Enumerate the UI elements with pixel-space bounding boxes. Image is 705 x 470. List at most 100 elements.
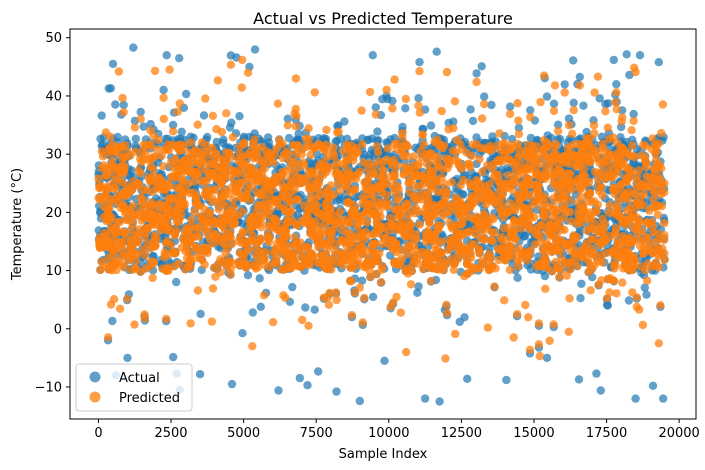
scatter-point bbox=[612, 203, 621, 212]
scatter-point bbox=[131, 134, 140, 144]
scatter-point bbox=[359, 158, 368, 167]
scatter-point bbox=[288, 282, 297, 292]
scatter-point bbox=[548, 205, 558, 215]
scatter-point bbox=[112, 217, 122, 227]
scatter-point bbox=[138, 195, 147, 204]
scatter-point bbox=[218, 138, 228, 148]
scatter-point bbox=[358, 236, 367, 245]
scatter-point bbox=[205, 209, 214, 218]
scatter-point bbox=[586, 286, 595, 295]
scatter-point bbox=[248, 212, 257, 222]
scatter-point bbox=[499, 139, 508, 148]
scatter-point bbox=[333, 128, 342, 137]
scatter-point bbox=[259, 291, 269, 300]
scatter-point bbox=[144, 173, 153, 182]
scatter-point bbox=[202, 141, 211, 150]
scatter-point bbox=[340, 117, 349, 126]
scatter-point bbox=[216, 268, 225, 277]
scatter-point bbox=[235, 248, 245, 258]
scatter-point bbox=[335, 248, 345, 258]
scatter-point bbox=[487, 100, 496, 110]
scatter-point bbox=[386, 302, 395, 311]
scatter-point bbox=[429, 200, 438, 210]
scatter-point bbox=[540, 174, 550, 183]
scatter-point bbox=[310, 305, 319, 314]
scatter-point bbox=[415, 57, 424, 67]
scatter-point bbox=[95, 195, 105, 205]
scatter-point bbox=[110, 260, 120, 270]
scatter-point bbox=[149, 165, 158, 174]
scatter-point bbox=[480, 235, 489, 244]
scatter-point bbox=[599, 235, 608, 245]
scatter-point bbox=[653, 210, 663, 219]
scatter-point bbox=[441, 260, 451, 269]
scatter-point bbox=[463, 374, 472, 383]
scatter-point bbox=[297, 262, 306, 272]
scatter-point bbox=[268, 259, 277, 268]
scatter-point bbox=[434, 153, 443, 162]
scatter-point bbox=[298, 144, 307, 154]
scatter-point bbox=[472, 184, 481, 194]
scatter-point bbox=[560, 88, 569, 97]
scatter-point bbox=[186, 138, 195, 147]
scatter-point bbox=[331, 288, 341, 297]
scatter-point bbox=[273, 99, 283, 108]
scatter-point bbox=[159, 114, 168, 124]
scatter-point bbox=[304, 124, 313, 133]
scatter-point bbox=[415, 67, 424, 76]
scatter-point bbox=[226, 60, 236, 69]
scatter-point bbox=[590, 197, 599, 206]
scatter-point bbox=[278, 167, 287, 177]
scatter-point bbox=[329, 190, 338, 199]
scatter-point bbox=[549, 106, 559, 116]
scatter-point bbox=[514, 244, 524, 253]
scatter-point bbox=[293, 210, 303, 219]
scatter-point bbox=[182, 89, 191, 99]
scatter-point bbox=[507, 251, 517, 260]
scatter-point bbox=[173, 107, 182, 116]
scatter-point bbox=[279, 291, 288, 300]
scatter-point bbox=[635, 241, 645, 250]
scatter-point bbox=[335, 207, 345, 216]
scatter-point bbox=[609, 260, 618, 269]
scatter-point bbox=[635, 218, 644, 227]
scatter-point bbox=[248, 236, 257, 245]
scatter-point bbox=[477, 62, 486, 71]
scatter-point bbox=[398, 122, 407, 132]
scatter-point bbox=[242, 260, 251, 269]
scatter-point bbox=[601, 107, 610, 116]
scatter-point bbox=[203, 132, 212, 142]
scatter-point bbox=[652, 155, 661, 164]
scatter-point bbox=[400, 231, 409, 240]
scatter-point bbox=[618, 113, 627, 122]
scatter-point bbox=[167, 158, 176, 167]
scatter-point bbox=[189, 177, 199, 186]
scatter-point bbox=[549, 99, 559, 108]
scatter-point bbox=[398, 142, 407, 151]
scatter-point bbox=[366, 272, 375, 282]
scatter-point bbox=[406, 280, 416, 289]
scatter-point bbox=[449, 123, 458, 133]
scatter-point bbox=[103, 205, 112, 215]
scatter-point bbox=[341, 155, 351, 164]
scatter-point bbox=[654, 201, 663, 211]
scatter-point bbox=[149, 131, 158, 140]
scatter-point bbox=[368, 192, 377, 201]
scatter-point bbox=[351, 192, 361, 201]
scatter-point bbox=[141, 141, 151, 150]
scatter-point bbox=[197, 154, 206, 163]
scatter-point bbox=[424, 195, 433, 204]
scatter-point bbox=[243, 271, 253, 280]
scatter-point bbox=[542, 353, 552, 363]
scatter-point bbox=[463, 255, 472, 265]
scatter-point bbox=[485, 180, 494, 189]
scatter-point bbox=[319, 134, 328, 143]
scatter-point bbox=[350, 288, 360, 297]
scatter-point bbox=[584, 138, 593, 147]
scatter-point bbox=[148, 273, 157, 283]
scatter-point bbox=[535, 149, 544, 158]
scatter-point bbox=[427, 184, 436, 194]
scatter-point bbox=[573, 174, 583, 184]
scatter-point bbox=[420, 394, 430, 403]
scatter-point bbox=[591, 167, 600, 177]
